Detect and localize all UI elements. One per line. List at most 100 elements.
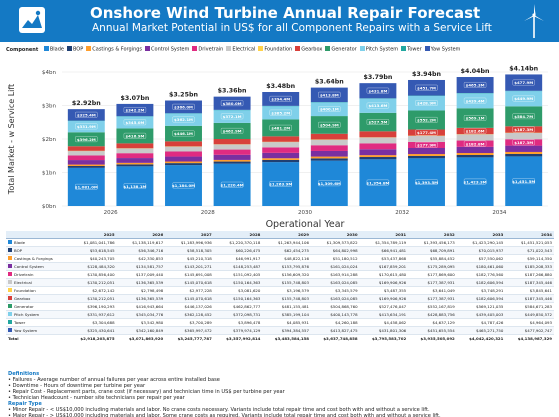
table-cell: $2,977,228: [165, 286, 214, 295]
table-cell: $379,974,129: [213, 326, 263, 335]
bar-segment: [116, 148, 154, 154]
table-cell: $385,199,104: [262, 310, 311, 319]
table-cell: $134,581,757: [116, 262, 166, 271]
table-cell: $46,991,917: [213, 254, 263, 263]
table-cell: $428,883,756: [408, 310, 457, 319]
legend-swatch: [86, 46, 92, 51]
row-color-swatch: [8, 264, 12, 269]
row-label: Castings & Forgings: [6, 254, 68, 263]
bar-segment: [505, 151, 543, 154]
table-cell: $62,454,275: [262, 246, 311, 255]
table-cell: $413,634,191: [359, 310, 409, 319]
data-label-box: [512, 139, 535, 146]
total-label: $2.92bn: [72, 100, 101, 107]
bar-segment: [165, 141, 202, 147]
table-cell: $481,155,481: [262, 302, 311, 311]
column-header: 2029: [262, 231, 311, 239]
legend-swatch: [226, 46, 232, 51]
row-color-swatch: [8, 328, 12, 333]
table-cell: $177,869,600: [408, 270, 457, 279]
table-cell: $3,896,478: [213, 318, 263, 327]
legend-item-label: Castings & Forgings: [92, 46, 143, 53]
x-axis-label: Operational Year: [266, 219, 345, 230]
data-label: $462.9M: [223, 129, 242, 134]
y-axis-label: Total Market - w Service Lift: [7, 84, 16, 195]
row-label: Electrical: [6, 278, 68, 287]
data-label: $345.0M: [125, 120, 144, 125]
total-cell: $3,935,505,092: [408, 334, 457, 342]
repair-type-heading: Repair Type: [8, 401, 42, 407]
bar-segment: [408, 135, 445, 142]
data-label: $439.4M: [466, 98, 485, 103]
bar-segment: [310, 158, 348, 161]
data-label-box: [463, 140, 487, 147]
legend-swatch: [66, 46, 72, 51]
table-cell: $3,304,688: [68, 318, 117, 327]
legend-items: Blade BOP Castings & Forgings Control Syste…: [43, 46, 464, 53]
bar-segment: [310, 156, 348, 159]
legend-item-label: Foundation: [264, 46, 293, 53]
table-cell: $55,884,452: [408, 254, 457, 263]
row-label-text: Pitch System: [14, 312, 40, 317]
data-label-box: [415, 129, 438, 136]
legend-item-label: Blade: [49, 46, 64, 53]
page-title: Onshore Wind Turbine Annual Repair Forec…: [90, 4, 481, 22]
legend-item: BOP: [66, 46, 84, 53]
bar-segment: [310, 133, 348, 140]
y-tick-label: $1bn: [42, 171, 56, 177]
row-label: Tower: [6, 318, 68, 327]
bar-segment: [165, 163, 202, 166]
total-label: $4.14bn: [509, 65, 538, 72]
data-label-box: [269, 95, 292, 102]
table-cell: $342,160,849: [116, 326, 166, 335]
x-tick-label: 2026: [104, 210, 118, 216]
bar-segment: [262, 147, 300, 153]
table-row: Castings & Forgings $40,243,705 $42,330,85…: [6, 254, 554, 263]
total-label: $3.79bn: [363, 74, 392, 81]
table-cell: $431,801,306: [359, 326, 409, 335]
data-label: $1,184.0M: [172, 183, 195, 188]
wind-turbine-logo-icon: [19, 7, 45, 33]
row-color-swatch: [8, 248, 12, 253]
table-cell: $155,748,803: [262, 278, 311, 287]
bar-segment: [408, 154, 445, 156]
data-label: $431.8M: [368, 88, 387, 93]
table-cell: $137,009,440: [116, 270, 166, 279]
table-cell: $45,210,318: [165, 254, 214, 263]
legend-swatch: [359, 46, 365, 51]
bar-segment: [213, 154, 251, 160]
total-label: $3.64bn: [315, 79, 344, 86]
total-label: $3.36bn: [218, 88, 247, 95]
table-cell: $1,081,041,786: [68, 238, 117, 247]
bar-segment: [165, 151, 202, 157]
data-label: $1,393.5M: [415, 180, 438, 185]
table-row: Yaw System $325,430,641 $342,160,849 $365,9…: [6, 326, 554, 335]
legend-swatch: [401, 46, 407, 51]
table-cell: $446,137,026: [165, 302, 214, 311]
table-cell: $150,164,363: [213, 294, 263, 303]
table-cell: $145,070,618: [165, 278, 214, 287]
legend-item-label: Pitch System: [365, 46, 399, 53]
table-cell: $145,691,008: [165, 270, 214, 279]
legend-item-label: Tower: [407, 46, 422, 53]
data-label: $416.9M: [125, 133, 144, 138]
data-label: $366.0M: [174, 104, 193, 109]
repair-type-list: • Minor Repair - < US$10,000 including m…: [8, 407, 556, 417]
row-label-text: BOP: [14, 248, 23, 253]
row-color-swatch: [8, 240, 12, 245]
table-cell: $187,345,446: [505, 294, 554, 303]
column-header: 2027: [165, 231, 214, 239]
table-cell: $59,114,350: [505, 254, 554, 263]
table-cell: $187,266,880: [505, 270, 554, 279]
table-cell: $3,748,291: [456, 286, 506, 295]
legend-item-label: BOP: [72, 46, 84, 53]
column-header: [6, 231, 68, 239]
table-cell: $396,190,293: [68, 302, 117, 311]
legend-item: Generator: [325, 46, 357, 53]
table-cell: $48,822,116: [262, 254, 311, 263]
data-label: $325.4M: [77, 112, 96, 117]
row-label: Drivetrain: [6, 270, 68, 279]
row-label: Foundation: [6, 286, 68, 295]
bar-segment: [262, 158, 300, 160]
table-cell: $53,437,868: [359, 254, 409, 263]
